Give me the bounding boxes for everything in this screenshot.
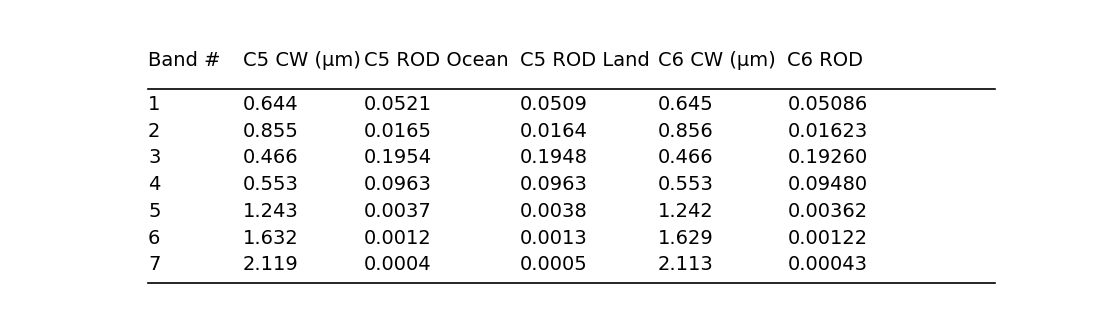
Text: 1.242: 1.242 xyxy=(658,202,714,221)
Text: 0.856: 0.856 xyxy=(658,122,714,141)
Text: 5: 5 xyxy=(148,202,161,221)
Text: 0.1954: 0.1954 xyxy=(363,148,433,168)
Text: 0.09480: 0.09480 xyxy=(787,175,867,194)
Text: 0.19260: 0.19260 xyxy=(787,148,867,168)
Text: 0.0037: 0.0037 xyxy=(363,202,432,221)
Text: 1.632: 1.632 xyxy=(243,229,299,248)
Text: 0.00122: 0.00122 xyxy=(787,229,867,248)
Text: 2.113: 2.113 xyxy=(658,255,714,274)
Text: 1.629: 1.629 xyxy=(658,229,714,248)
Text: 2: 2 xyxy=(148,122,161,141)
Text: 2.119: 2.119 xyxy=(243,255,299,274)
Text: C6 ROD: C6 ROD xyxy=(787,51,863,70)
Text: 0.01623: 0.01623 xyxy=(787,122,867,141)
Text: 0.553: 0.553 xyxy=(658,175,714,194)
Text: 0.0004: 0.0004 xyxy=(363,255,432,274)
Text: 3: 3 xyxy=(148,148,161,168)
Text: C6 CW (μm): C6 CW (μm) xyxy=(658,51,776,70)
Text: 0.00043: 0.00043 xyxy=(787,255,867,274)
Text: 4: 4 xyxy=(148,175,161,194)
Text: 1.243: 1.243 xyxy=(243,202,299,221)
Text: C5 ROD Land: C5 ROD Land xyxy=(520,51,649,70)
Text: 0.0038: 0.0038 xyxy=(520,202,588,221)
Text: Band #: Band # xyxy=(148,51,221,70)
Text: C5 ROD Ocean: C5 ROD Ocean xyxy=(363,51,508,70)
Text: 0.0963: 0.0963 xyxy=(363,175,432,194)
Text: 0.0509: 0.0509 xyxy=(520,95,588,114)
Text: 0.00362: 0.00362 xyxy=(787,202,867,221)
Text: 0.0013: 0.0013 xyxy=(520,229,588,248)
Text: 0.645: 0.645 xyxy=(658,95,714,114)
Text: 7: 7 xyxy=(148,255,161,274)
Text: 0.0005: 0.0005 xyxy=(520,255,588,274)
Text: 0.0963: 0.0963 xyxy=(520,175,588,194)
Text: 0.553: 0.553 xyxy=(243,175,299,194)
Text: C5 CW (μm): C5 CW (μm) xyxy=(243,51,361,70)
Text: 0.0521: 0.0521 xyxy=(363,95,432,114)
Text: 0.05086: 0.05086 xyxy=(787,95,867,114)
Text: 0.644: 0.644 xyxy=(243,95,299,114)
Text: 0.0012: 0.0012 xyxy=(363,229,432,248)
Text: 0.1948: 0.1948 xyxy=(520,148,588,168)
Text: 6: 6 xyxy=(148,229,161,248)
Text: 1: 1 xyxy=(148,95,161,114)
Text: 0.855: 0.855 xyxy=(243,122,299,141)
Text: 0.0164: 0.0164 xyxy=(520,122,588,141)
Text: 0.466: 0.466 xyxy=(658,148,714,168)
Text: 0.466: 0.466 xyxy=(243,148,299,168)
Text: 0.0165: 0.0165 xyxy=(363,122,432,141)
